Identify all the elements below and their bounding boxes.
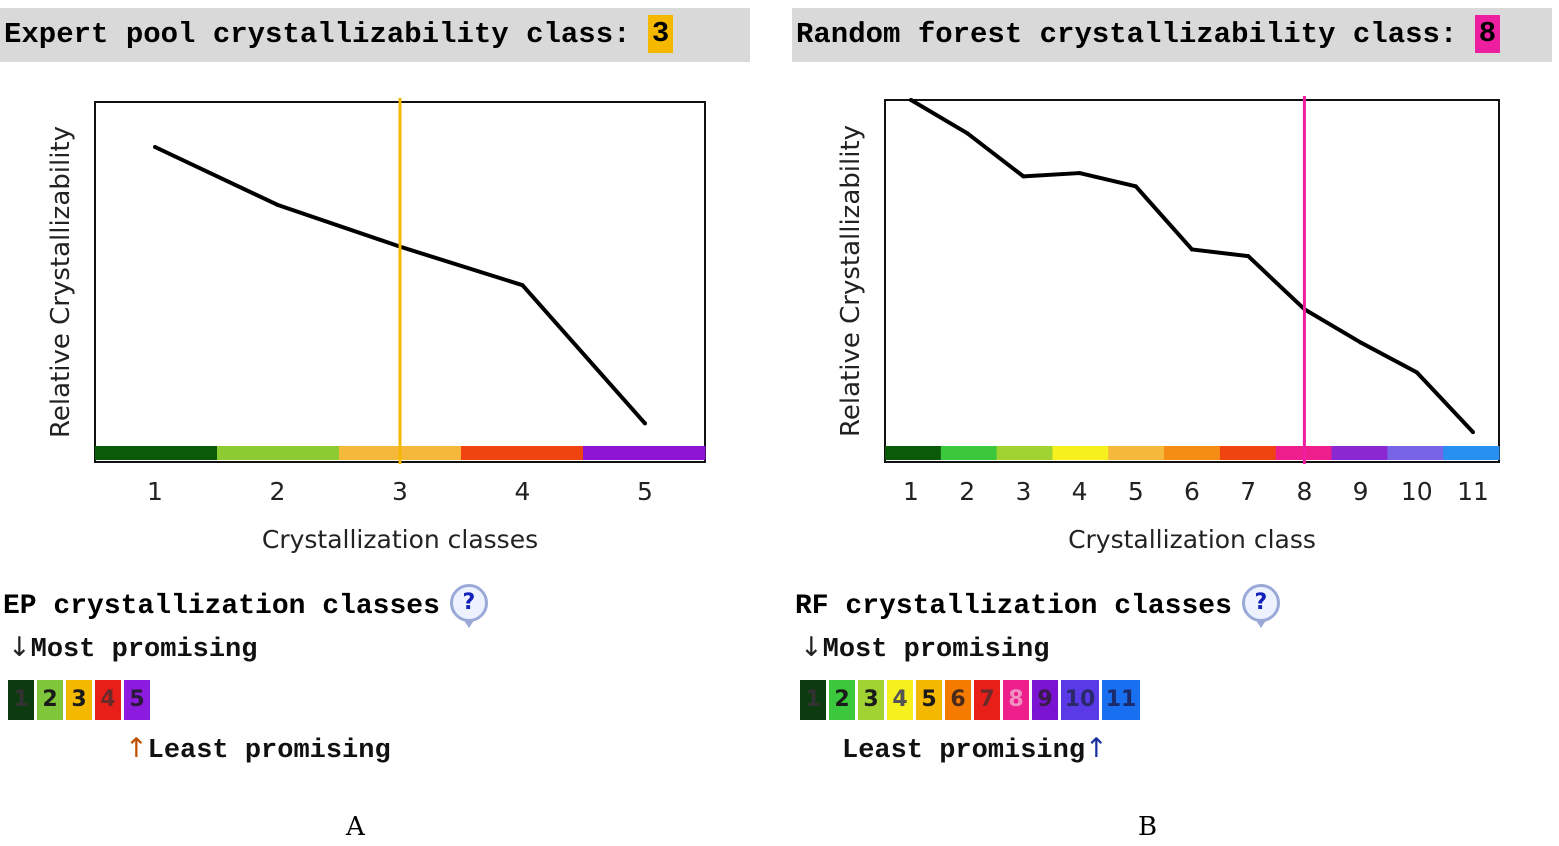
rf-x-tick-10: 10 bbox=[1401, 477, 1433, 506]
rf-x-tick-5: 5 bbox=[1128, 477, 1144, 506]
rf-point-7 bbox=[1246, 254, 1251, 259]
random-forest-class-value: 8 bbox=[1474, 15, 1501, 54]
ep-class-strip-2 bbox=[217, 446, 340, 460]
rf-class-swatch-4: 4 bbox=[887, 680, 913, 720]
rf-least-promising: Least promising↑ bbox=[842, 733, 1108, 766]
rf-class-swatch-11: 11 bbox=[1102, 680, 1140, 720]
ep-least-promising: ↑Least promising bbox=[125, 733, 391, 766]
ep-y-axis-label: Relative Crystallizability bbox=[46, 126, 76, 438]
panel-caption-a: A bbox=[346, 812, 365, 842]
rf-x-tick-9: 9 bbox=[1353, 477, 1369, 506]
rf-x-tick-8: 8 bbox=[1296, 477, 1312, 506]
expert-pool-class-bar: Expert pool crystallizability class: 3 bbox=[0, 8, 750, 62]
rf-point-2 bbox=[965, 131, 970, 136]
rf-point-4 bbox=[1077, 171, 1082, 176]
ep-x-tick-1: 1 bbox=[147, 477, 163, 506]
rf-x-tick-2: 2 bbox=[959, 477, 975, 506]
rf-class-strip-4 bbox=[1052, 446, 1109, 460]
rf-point-3 bbox=[1021, 174, 1026, 179]
ep-least-promising-label: Least promising bbox=[147, 736, 391, 766]
ep-point-5 bbox=[643, 421, 647, 426]
rf-x-tick-11: 11 bbox=[1457, 477, 1489, 506]
rf-point-1 bbox=[909, 98, 913, 102]
help-bubble-icon[interactable]: ? bbox=[1241, 584, 1280, 628]
rf-class-strip-2 bbox=[940, 446, 998, 460]
ep-most-promising: ↓Most promising bbox=[8, 632, 257, 665]
rf-class-swatch-9: 9 bbox=[1032, 680, 1058, 720]
ep-point-2 bbox=[275, 202, 280, 207]
rf-point-9 bbox=[1358, 340, 1363, 345]
ep-x-tick-3: 3 bbox=[392, 477, 408, 506]
rf-class-swatch-10: 10 bbox=[1061, 680, 1099, 720]
rf-class-strip-11 bbox=[1443, 446, 1500, 460]
ep-most-promising-label: Most promising bbox=[30, 635, 258, 665]
ep-class-strip-1 bbox=[95, 446, 218, 460]
rf-class-strip-5 bbox=[1108, 446, 1165, 460]
expert-pool-class-value: 3 bbox=[647, 15, 674, 54]
ep-x-tick-5: 5 bbox=[637, 477, 653, 506]
rf-x-axis-label: Crystallization class bbox=[1068, 525, 1316, 554]
panel-expert-pool: Expert pool crystallizability class: 3 1… bbox=[0, 0, 760, 846]
rf-class-swatch-1: 1 bbox=[800, 680, 826, 720]
rf-x-tick-1: 1 bbox=[903, 477, 919, 506]
rf-class-swatch-8: 8 bbox=[1003, 680, 1029, 720]
rf-class-strip-3 bbox=[996, 446, 1053, 460]
ep-class-swatch-1: 1 bbox=[8, 680, 34, 720]
rf-most-promising: ↓Most promising bbox=[800, 632, 1049, 665]
ep-class-swatch-2: 2 bbox=[37, 680, 63, 720]
ep-x-axis-label: Crystallization classes bbox=[262, 525, 538, 554]
down-arrow-icon: ↓ bbox=[800, 632, 823, 663]
rf-least-promising-label: Least promising bbox=[842, 736, 1086, 766]
rf-point-11 bbox=[1471, 430, 1475, 435]
help-bubble-icon[interactable]: ? bbox=[449, 584, 488, 628]
rf-class-swatches: 1 2 3 4 5 6 7 8 9 10 11 bbox=[800, 680, 1143, 720]
ep-class-swatch-3: 3 bbox=[66, 680, 92, 720]
rf-class-strip-9 bbox=[1331, 446, 1388, 460]
ep-x-tick-4: 4 bbox=[515, 477, 531, 506]
up-arrow-icon: ↑ bbox=[1085, 733, 1108, 764]
ep-section-title-text: EP crystallization classes bbox=[3, 591, 440, 622]
rf-y-axis-label: Relative Crystallizability bbox=[836, 125, 866, 437]
ep-class-strip-5 bbox=[583, 446, 706, 460]
rf-plot-frame bbox=[884, 99, 1500, 463]
rf-x-tick-3: 3 bbox=[1015, 477, 1031, 506]
rf-series-line bbox=[909, 98, 1475, 434]
ep-x-tick-2: 2 bbox=[270, 477, 286, 506]
random-forest-class-bar: Random forest crystallizability class: 8 bbox=[792, 8, 1552, 62]
random-forest-class-label: Random forest crystallizability class: bbox=[796, 18, 1458, 51]
rf-most-promising-label: Most promising bbox=[822, 635, 1050, 665]
rf-class-swatch-7: 7 bbox=[974, 680, 1000, 720]
rf-point-10 bbox=[1414, 370, 1419, 375]
ep-class-swatch-4: 4 bbox=[95, 680, 121, 720]
rf-point-5 bbox=[1133, 184, 1138, 189]
rf-class-swatch-6: 6 bbox=[945, 680, 971, 720]
expert-pool-class-label: Expert pool crystallizability class: bbox=[4, 18, 631, 51]
ep-point-1 bbox=[153, 145, 157, 149]
expert-pool-chart: 1 2 3 4 5 Crystallization classes Relative Cry… bbox=[46, 98, 706, 554]
rf-x-tick-4: 4 bbox=[1072, 477, 1088, 506]
ep-point-4 bbox=[520, 283, 525, 288]
panel-random-forest: Random forest crystallizability class: 8… bbox=[792, 0, 1559, 846]
rf-class-strip-7 bbox=[1219, 446, 1277, 460]
rf-point-6 bbox=[1190, 247, 1194, 252]
rf-class-strip-1 bbox=[885, 446, 942, 460]
rf-section-title: RF crystallization classes? bbox=[795, 584, 1280, 628]
rf-section-title-text: RF crystallization classes bbox=[795, 591, 1232, 622]
rf-class-swatch-2: 2 bbox=[829, 680, 855, 720]
rf-class-swatch-3: 3 bbox=[858, 680, 884, 720]
rf-x-tick-7: 7 bbox=[1240, 477, 1256, 506]
down-arrow-icon: ↓ bbox=[8, 632, 31, 663]
rf-class-strip-6 bbox=[1164, 446, 1221, 460]
random-forest-chart: 1 2 3 4 5 6 7 8 9 10 11 Crystallization class Relati… bbox=[836, 96, 1500, 554]
rf-x-tick-6: 6 bbox=[1184, 477, 1200, 506]
ep-class-strip-4 bbox=[461, 446, 584, 460]
panel-caption-b: B bbox=[1138, 812, 1158, 842]
ep-section-title: EP crystallization classes? bbox=[3, 584, 488, 628]
ep-class-swatch-5: 5 bbox=[124, 680, 150, 720]
rf-class-swatch-5: 5 bbox=[916, 680, 942, 720]
rf-class-strip-10 bbox=[1387, 446, 1444, 460]
up-arrow-icon: ↑ bbox=[125, 733, 148, 764]
